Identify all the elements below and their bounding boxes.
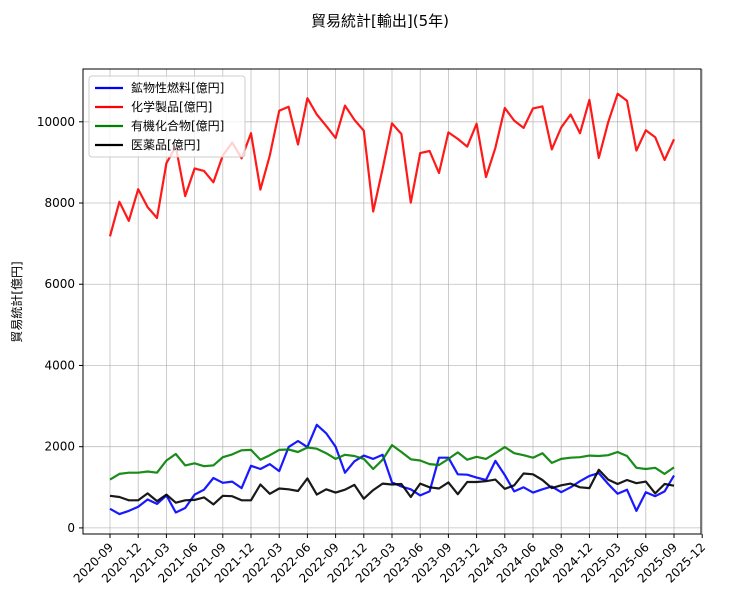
series-line-3 — [109, 468, 675, 506]
series-line-0 — [109, 423, 675, 516]
legend-label-0: 鉱物性燃料[億円] — [131, 80, 224, 95]
series-lines — [108, 92, 676, 516]
y-axis-label: 貿易統計[億円] — [9, 261, 24, 342]
y-tick-label: 0 — [67, 521, 75, 535]
y-tick-label: 6000 — [44, 277, 75, 291]
series-line-2 — [109, 444, 675, 481]
y-tick-label: 10000 — [37, 115, 75, 129]
legend-box — [88, 75, 246, 158]
y-tick-label: 4000 — [44, 358, 75, 372]
legend-label-3: 医薬品[億円] — [131, 138, 200, 152]
legend-label-1: 化学製品[億円] — [131, 99, 212, 114]
y-tick-label: 8000 — [44, 196, 75, 210]
series-line-1 — [108, 92, 676, 237]
chart-title: 貿易統計[輸出](5年) — [311, 12, 449, 30]
legend-label-2: 有機化合物[億円] — [131, 118, 224, 133]
axis-ticks: 02000400060008000100002020-092020-122021… — [37, 115, 709, 586]
y-tick-label: 2000 — [44, 440, 75, 454]
legend[interactable]: 鉱物性燃料[億円] 化学製品[億円] 有機化合物[億円] 医薬品[億円] — [88, 75, 246, 158]
